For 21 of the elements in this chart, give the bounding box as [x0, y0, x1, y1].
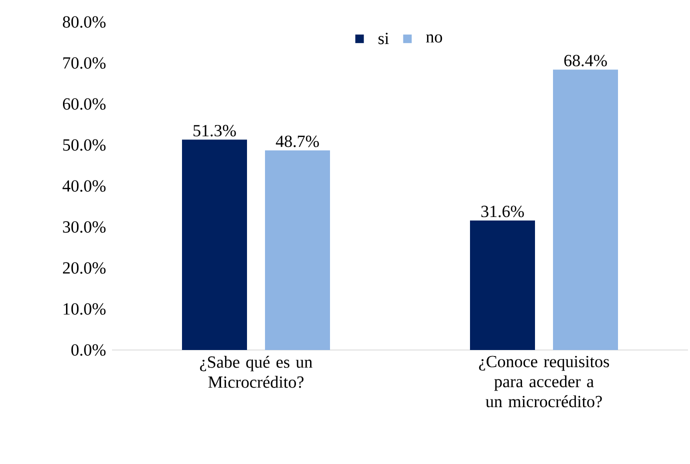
x-tick-label: ¿Conoce requisitos para acceder a un microcrédito? [479, 356, 610, 408]
y-tick-label: 50.0% [63, 139, 106, 151]
y-tick-label: 80.0% [62, 16, 106, 28]
y-tick-label: 30.0% [63, 221, 106, 233]
y-tick-label: 60.0% [62, 98, 106, 110]
x-tick-label: ¿Sabe qué es un Microcrédito? [200, 356, 312, 388]
y-tick-label: 0.0% [71, 344, 106, 356]
data-label: 68.4% [564, 54, 607, 66]
bar [265, 150, 330, 350]
legend-label: no [426, 34, 442, 43]
y-tick-label: 20.0% [62, 262, 106, 274]
bar [182, 140, 248, 350]
legend-label: si [378, 32, 389, 44]
y-tick-label: 70.0% [63, 57, 106, 69]
bar [470, 220, 535, 350]
data-label: 51.3% [194, 124, 236, 136]
data-label: 48.7% [276, 136, 319, 148]
data-label: 31.6% [481, 206, 524, 218]
y-tick-label: 40.0% [62, 180, 106, 192]
y-tick-label: 10.0% [64, 303, 106, 315]
bar [553, 70, 618, 350]
